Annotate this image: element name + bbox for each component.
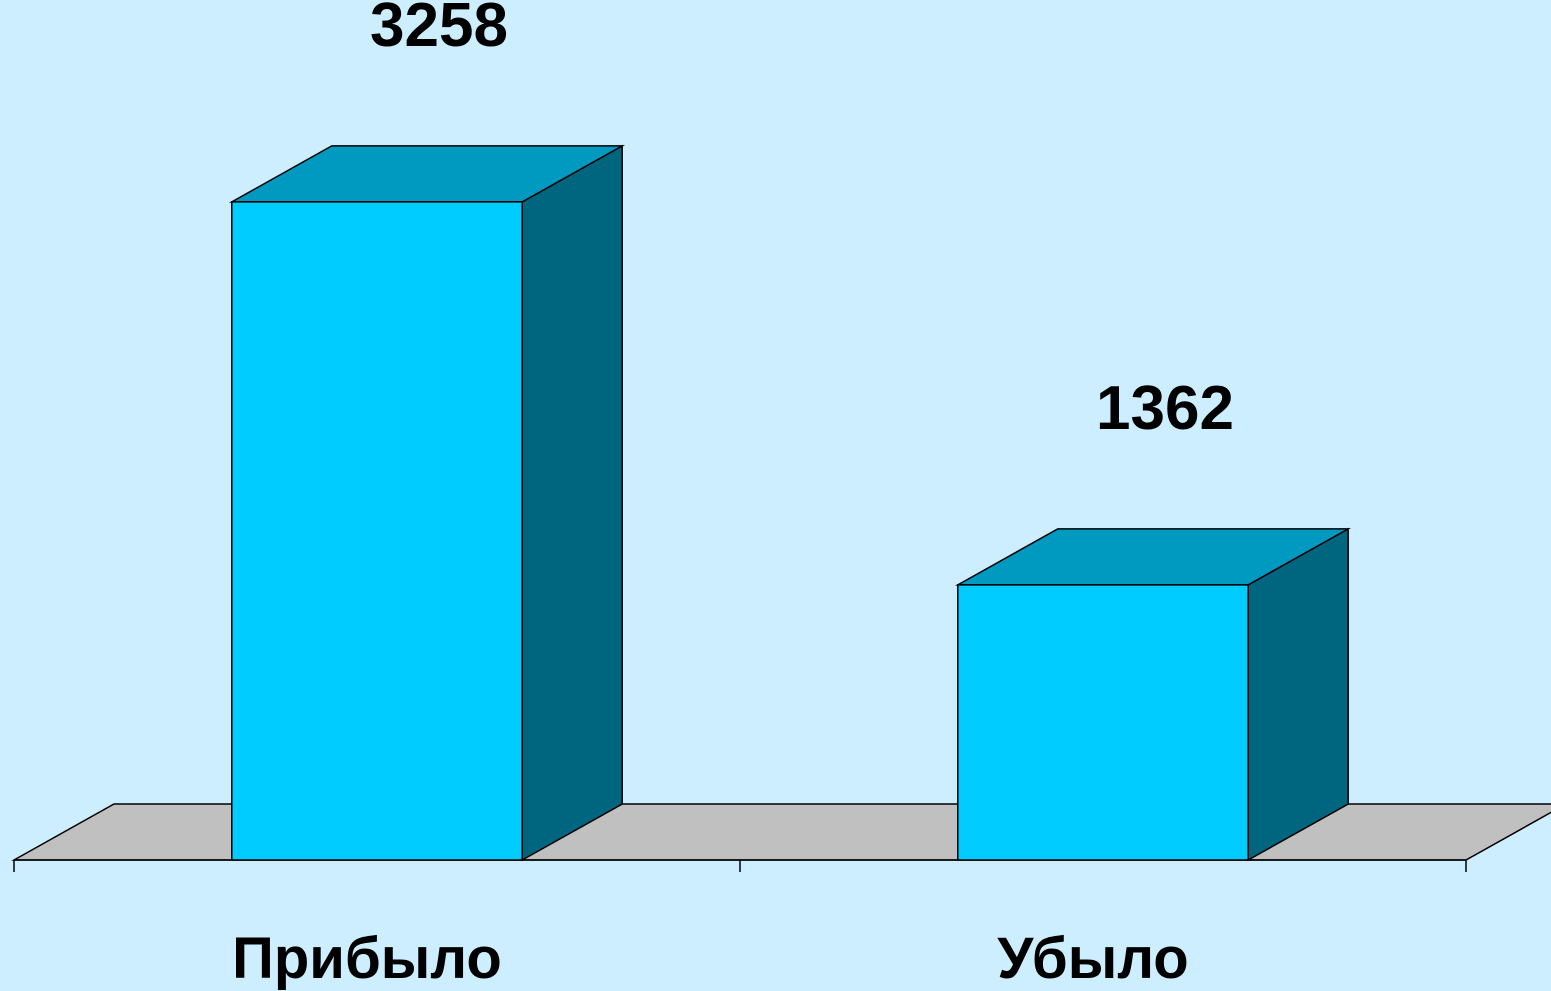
value-label: 1362 bbox=[1096, 374, 1234, 443]
value-label: 3258 bbox=[370, 0, 508, 60]
bar bbox=[957, 584, 1249, 861]
bar bbox=[231, 201, 523, 861]
bar-side bbox=[521, 144, 623, 862]
x-tick-label: Прибыло bbox=[232, 926, 502, 991]
bar-side bbox=[1247, 527, 1349, 862]
x-tick-label: Убыло bbox=[997, 926, 1189, 991]
